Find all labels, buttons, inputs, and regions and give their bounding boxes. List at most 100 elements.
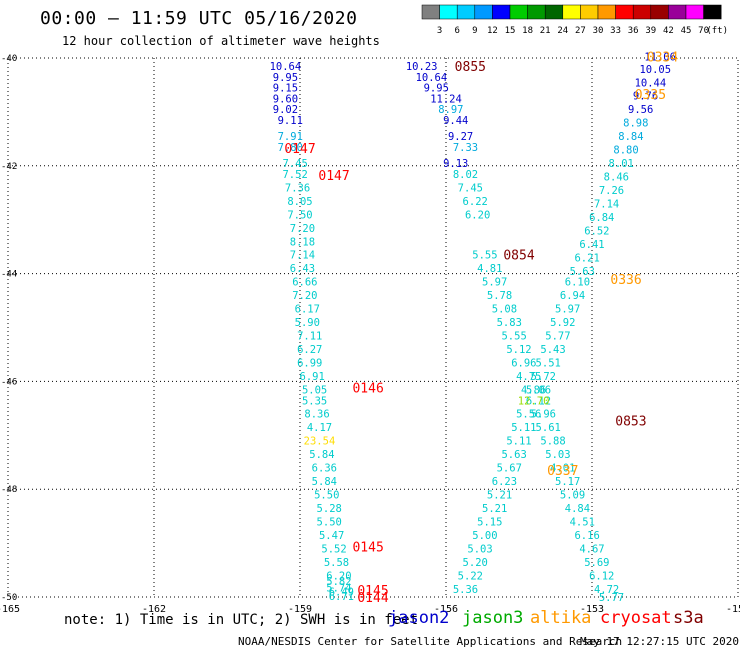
swh-label: 6.71 xyxy=(329,591,354,603)
colorbar-label: 12 xyxy=(487,26,498,36)
colorbar-label: (ft) xyxy=(706,26,728,36)
swh-label: 5.55 xyxy=(472,250,497,262)
swh-label: 6.41 xyxy=(579,239,604,251)
swh-label: 5.52 xyxy=(321,543,346,555)
swh-label: 4.84 xyxy=(565,503,590,515)
chart-title: 00:00 – 11:59 UTC 05/16/2020 xyxy=(40,8,358,29)
swh-label: 7.11 xyxy=(297,331,322,343)
legend-s3a: s3a xyxy=(673,608,704,628)
time-label: 0146 xyxy=(352,381,383,396)
swh-label: 10.64 xyxy=(416,72,448,84)
swh-label: 4.81 xyxy=(477,263,502,275)
x-tick-label: -162 xyxy=(142,604,166,615)
time-label: 0855 xyxy=(455,60,486,75)
swh-label: 7.20 xyxy=(290,223,315,235)
colorbar-label: 21 xyxy=(540,26,551,36)
swh-label: 5.84 xyxy=(309,449,334,461)
timestamp-text: May 17 12:27:15 UTC 2020 xyxy=(580,635,739,648)
swh-label: 9.11 xyxy=(278,115,303,127)
swh-label: 4.01 xyxy=(550,463,575,475)
swh-label: 9.95 xyxy=(424,83,449,95)
swh-label: 7.45 xyxy=(282,158,307,170)
swh-label: 9.15 xyxy=(273,83,298,95)
time-label: 0336 xyxy=(610,273,641,288)
swh-label: 5.43 xyxy=(540,344,565,356)
swh-label: 10.64 xyxy=(270,61,302,73)
time-label: 0337 xyxy=(547,464,578,479)
colorbar: 3 6 9 12 15 18 21 24 27 30 33 36 39 42 45 70(ft) xyxy=(421,4,728,36)
swh-label: 5.47 xyxy=(319,530,344,542)
swh-label: 4.17 xyxy=(307,422,332,434)
swh-label: 9.76 xyxy=(633,91,658,103)
swh-label: 5.63 xyxy=(501,449,526,461)
swh-label: 5.15 xyxy=(477,517,502,529)
swh-label: 6.99 xyxy=(297,358,322,370)
swh-label: 5.82 xyxy=(326,576,351,588)
y-tick-label: -48 xyxy=(1,485,17,495)
swh-label: 6.94 xyxy=(560,290,585,302)
swh-label: 5.96 xyxy=(531,409,556,421)
swh-label: 5.09 xyxy=(560,490,585,502)
swh-label: 9.95 xyxy=(273,72,298,84)
swh-label: 4.51 xyxy=(570,517,595,529)
swh-label: 5.78 xyxy=(487,290,512,302)
swh-label: 9.27 xyxy=(448,131,473,143)
swh-label: 10.05 xyxy=(639,64,671,76)
colorbar-label: 39 xyxy=(645,26,656,36)
swh-label: 5.28 xyxy=(317,503,342,515)
swh-label: 5.21 xyxy=(482,503,507,515)
swh-label: 7.33 xyxy=(453,142,478,154)
swh-label: 6.96 xyxy=(511,358,536,370)
swh-label: 5.61 xyxy=(536,422,561,434)
swh-label: 5.51 xyxy=(536,358,561,370)
swh-label: 8.05 xyxy=(287,196,312,208)
swh-label: 6.66 xyxy=(292,277,317,289)
swh-label: 6.17 xyxy=(295,304,320,316)
swh-label: 5.00 xyxy=(472,530,497,542)
swh-label: 9.02 xyxy=(273,104,298,116)
swh-label: 5.97 xyxy=(482,277,507,289)
time-label: 0853 xyxy=(615,415,646,430)
swh-label: 6.12 xyxy=(526,395,551,407)
swh-label: 5.90 xyxy=(295,317,320,329)
swh-label: 11.24 xyxy=(430,93,462,105)
colorbar-label: 6 xyxy=(454,26,459,36)
swh-label: 5.06 xyxy=(526,384,551,396)
swh-label: 6.22 xyxy=(463,196,488,208)
note-text: note: 1) Time is in UTC; 2) SWH is in fe… xyxy=(64,612,419,628)
legend-jason2: jason2 xyxy=(388,608,450,628)
swh-label: 6.84 xyxy=(589,212,614,224)
swh-label: 5.50 xyxy=(314,490,339,502)
y-tick-label: -46 xyxy=(1,377,17,387)
swh-label: 7.80 xyxy=(278,142,303,154)
swh-label: 7.36 xyxy=(285,182,310,194)
swh-label: 8.46 xyxy=(604,172,629,184)
swh-label: 5.08 xyxy=(492,304,517,316)
swh-label: 6.49 xyxy=(329,587,354,599)
swh-label: 8.01 xyxy=(609,158,634,170)
swh-label: 5.72 xyxy=(531,371,556,383)
legend-jason3: jason3 xyxy=(462,608,524,628)
swh-label: 5.84 xyxy=(312,476,337,488)
swh-label: 6.23 xyxy=(492,476,517,488)
x-tick-label: -150 xyxy=(726,604,740,615)
swh-label: 4.75 xyxy=(516,371,541,383)
swh-label: 6.27 xyxy=(297,344,322,356)
legend-cryosat: cryosat xyxy=(600,608,672,628)
colorbar-label: 18 xyxy=(522,26,533,36)
swh-label: 5.63 xyxy=(570,266,595,278)
colorbar-label: 42 xyxy=(663,26,674,36)
swh-label: 8.36 xyxy=(304,409,329,421)
swh-label: 5.56 xyxy=(516,409,541,421)
colorbar-label: 30 xyxy=(593,26,604,36)
swh-label: 6.16 xyxy=(574,530,599,542)
swh-label: 5.67 xyxy=(497,463,522,475)
swh-label: 7.91 xyxy=(278,131,303,143)
swh-label: 5.58 xyxy=(324,557,349,569)
swh-label: 12.70 xyxy=(518,395,550,407)
swh-label: 6.10 xyxy=(565,277,590,289)
swh-label: 5.69 xyxy=(584,557,609,569)
colorbar-label: 45 xyxy=(681,26,692,36)
